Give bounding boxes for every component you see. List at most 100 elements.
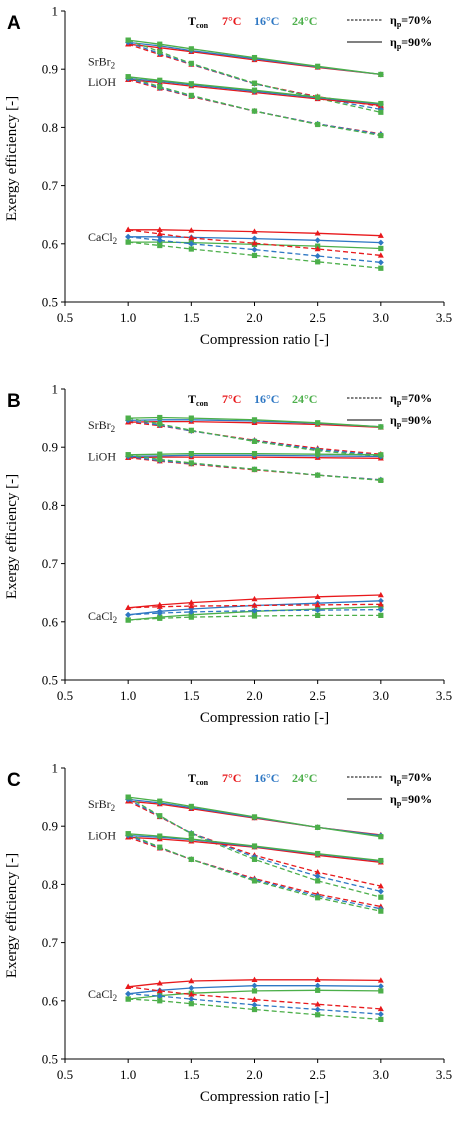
legend-eta-subscript: p <box>397 398 402 407</box>
data-point <box>188 977 195 984</box>
data-point <box>188 996 195 1003</box>
series-line-lioh-red-solid <box>128 456 381 459</box>
material-label: LiOH <box>88 450 116 464</box>
legend-eta-value: =90% <box>401 413 432 427</box>
data-point <box>377 601 384 607</box>
series-line-lioh-green-dashed <box>128 454 381 482</box>
data-point <box>251 417 258 423</box>
data-point <box>188 991 195 997</box>
data-point <box>314 1006 321 1013</box>
data-point <box>125 831 131 837</box>
series-line-lioh-red-solid <box>128 79 381 106</box>
data-point <box>125 794 131 800</box>
data-point <box>188 599 195 605</box>
data-point <box>315 895 321 901</box>
data-point <box>314 982 321 989</box>
data-point <box>125 226 132 233</box>
data-point <box>188 608 195 615</box>
data-point <box>157 813 163 819</box>
panel-A: A 0.5 0.6 0.7 0.8 0.9 1 0.5 1.0 1.5 2.0 2.5 3.0 3.5 Co… <box>4 4 452 349</box>
data-point <box>157 615 163 621</box>
data-point <box>188 856 194 862</box>
data-point <box>251 613 258 619</box>
x-tick-label: 0.5 <box>57 310 73 325</box>
legend-temp-red: 7°C <box>222 14 241 28</box>
legend-eta-value: =90% <box>401 35 432 49</box>
legend-eta-label-solid: ηp=90% <box>390 792 432 808</box>
data-point <box>125 611 132 618</box>
data-point <box>251 240 258 246</box>
data-point <box>188 602 195 609</box>
x-tick-label: 1.0 <box>120 1067 136 1082</box>
series-line-srbr2-green-dashed <box>128 417 381 458</box>
series-line-lioh-red-solid <box>128 836 381 863</box>
data-point <box>251 976 258 983</box>
data-point <box>188 415 194 421</box>
legend-eta-symbol: η <box>390 13 397 27</box>
panel-C: C 0.5 0.6 0.7 0.8 0.9 1 0.5 1.0 1.5 2.0 2.5 3.0 3.5 Co… <box>4 761 452 1106</box>
x-tick-label: 1.0 <box>120 688 136 703</box>
data-point <box>315 612 321 618</box>
series-line-cacl2-red-solid <box>128 229 381 237</box>
x-tick-label: 1.5 <box>183 1067 199 1082</box>
data-point <box>125 239 131 245</box>
data-point <box>315 850 321 857</box>
y-tick-label: 0.9 <box>42 819 58 834</box>
x-axis-title: Compression ratio [-] <box>200 1089 329 1105</box>
data-point <box>125 74 131 80</box>
legend-eta-label-solid: ηp=90% <box>390 35 432 51</box>
y-tick-label: 0.5 <box>42 295 58 310</box>
data-point <box>315 121 321 128</box>
x-tick-label: 3.5 <box>436 1067 452 1082</box>
material-label: CaCl2 <box>88 609 117 625</box>
data-point <box>251 1006 258 1013</box>
panel-B: B 0.5 0.6 0.7 0.8 0.9 1 0.5 1.0 1.5 2.0 2.5 3.0 3.5 Co… <box>4 382 452 727</box>
material-label-subscript: 2 <box>113 236 118 246</box>
data-point <box>314 230 321 236</box>
legend-eta-subscript: p <box>397 20 402 29</box>
legend-eta-value: =70% <box>401 770 432 784</box>
x-tick-label: 2.0 <box>246 1067 262 1082</box>
data-point <box>377 259 384 266</box>
series-line-cacl2-green-solid <box>128 606 381 621</box>
data-point <box>377 591 384 598</box>
material-label-base: SrBr <box>88 797 111 811</box>
x-tick-label: 2.5 <box>310 310 326 325</box>
data-point <box>251 252 258 259</box>
legend-temp-green: 24°C <box>292 771 317 785</box>
material-label: CaCl2 <box>88 230 117 246</box>
legend-tcon-label: Tcon <box>188 14 209 30</box>
data-point <box>378 857 384 864</box>
series-line-srbr2-blue-dashed <box>128 419 381 456</box>
data-point <box>314 237 321 244</box>
data-point <box>377 597 384 604</box>
series-line-cacl2-red-dashed <box>128 986 381 1010</box>
data-point <box>251 996 258 1002</box>
legend-eta-subscript: p <box>397 420 402 429</box>
material-label: SrBr2 <box>88 418 115 434</box>
series-line-srbr2-green-solid <box>128 416 381 428</box>
legend-tcon-subscript: con <box>196 21 209 30</box>
data-point <box>378 834 384 840</box>
y-tick-label: 0.8 <box>42 120 58 135</box>
data-point <box>251 438 258 444</box>
data-point <box>315 259 321 265</box>
data-point <box>377 1005 384 1012</box>
data-point <box>378 988 384 994</box>
data-point <box>157 456 163 463</box>
data-point <box>315 448 321 454</box>
y-tick-label: 0.7 <box>42 935 59 950</box>
data-point <box>251 878 258 884</box>
material-label-base: CaCl <box>88 609 113 623</box>
data-point <box>378 424 384 430</box>
data-point <box>314 976 321 983</box>
series-line-lioh-green-solid <box>128 76 381 105</box>
series-line-cacl2-blue-dashed <box>128 608 381 616</box>
legend-eta-value: =70% <box>401 13 432 27</box>
legend-eta-label-solid: ηp=90% <box>390 413 432 429</box>
data-point <box>251 843 258 849</box>
data-point <box>314 253 321 260</box>
panel-letter: B <box>7 391 21 412</box>
legend-eta-label-dashed: ηp=70% <box>390 770 432 786</box>
x-tick-label: 2.0 <box>246 688 262 703</box>
